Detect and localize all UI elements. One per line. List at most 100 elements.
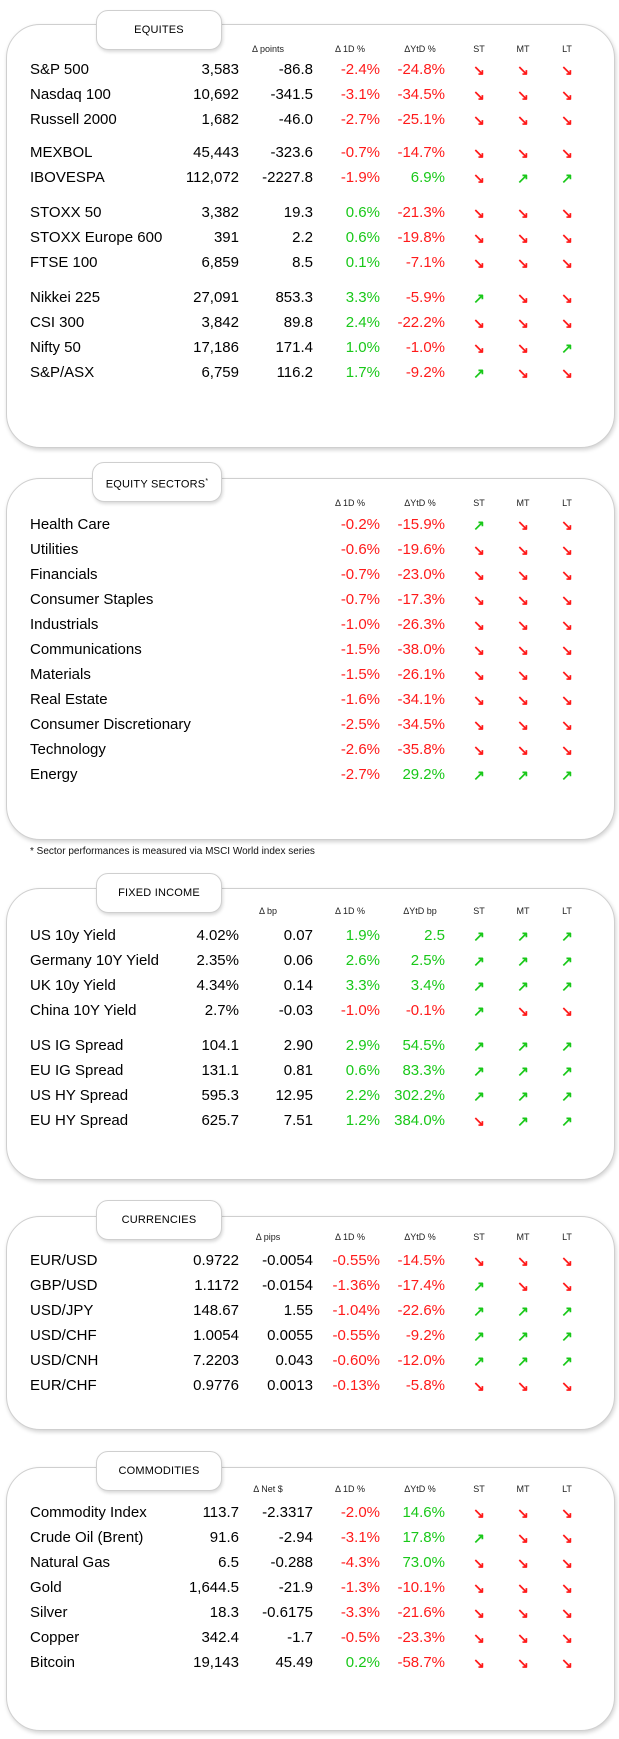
table-row: GBP/USD 1.1172 -0.0154 -1.36% -17.4% ↗ ↘ ↘ xyxy=(0,1272,619,1300)
row-chg: 89.8 xyxy=(283,314,313,331)
table-row: Copper 342.4 -1.7 -0.5% -23.3% ↘ ↘ ↘ xyxy=(0,1624,619,1652)
row-d1: 0.6% xyxy=(345,229,380,246)
row-value: 1.1172 xyxy=(194,1277,239,1294)
trend-down-icon: ↘ xyxy=(517,1505,529,1521)
trend-down-icon: ↘ xyxy=(473,112,485,128)
row-ytd: 2.5% xyxy=(410,952,445,969)
row-ytd: -24.8% xyxy=(397,61,445,78)
trend-down-icon: ↘ xyxy=(517,112,529,128)
trend-down-icon: ↘ xyxy=(517,255,529,271)
table-row: EU IG Spread 131.1 0.81 0.6% 83.3% ↗ ↗ ↗ xyxy=(0,1057,619,1085)
trend-up-icon: ↗ xyxy=(473,928,485,944)
table-row: Real Estate -1.6% -34.1% ↘ ↘ ↘ xyxy=(0,686,619,714)
row-d1: -1.04% xyxy=(332,1302,380,1319)
trend-down-icon: ↘ xyxy=(473,542,485,558)
trend-down-icon: ↘ xyxy=(561,112,573,128)
trend-down-icon: ↘ xyxy=(473,170,485,186)
row-name: S&P 500 xyxy=(30,61,89,78)
trend-down-icon: ↘ xyxy=(473,1605,485,1621)
row-name: STOXX 50 xyxy=(30,204,102,221)
trend-down-icon: ↘ xyxy=(561,717,573,733)
trend-up-icon: ↗ xyxy=(473,365,485,381)
trend-up-icon: ↗ xyxy=(517,928,529,944)
row-name: US HY Spread xyxy=(30,1087,129,1104)
trend-down-icon: ↘ xyxy=(517,1630,529,1646)
row-value: 45,443 xyxy=(193,144,239,161)
table-row: UK 10y Yield 4.34% 0.14 3.3% 3.4% ↗ ↗ ↗ xyxy=(0,972,619,1000)
trend-up-icon: ↗ xyxy=(561,1038,573,1054)
row-value: 17,186 xyxy=(193,339,239,356)
trend-down-icon: ↘ xyxy=(517,617,529,633)
row-value: 148.67 xyxy=(193,1302,239,1319)
trend-down-icon: ↘ xyxy=(561,567,573,583)
trend-down-icon: ↘ xyxy=(473,1630,485,1646)
row-value: 27,091 xyxy=(193,289,239,306)
trend-down-icon: ↘ xyxy=(517,62,529,78)
row-ytd: -10.1% xyxy=(397,1579,445,1596)
row-name: EU HY Spread xyxy=(30,1112,129,1129)
row-d1: -1.5% xyxy=(340,641,380,658)
row-d1: -0.55% xyxy=(332,1252,380,1269)
row-name: UK 10y Yield xyxy=(30,977,116,994)
row-ytd: 6.9% xyxy=(410,169,445,186)
trend-down-icon: ↘ xyxy=(517,1253,529,1269)
row-chg: -2.94 xyxy=(278,1529,313,1546)
trend-down-icon: ↘ xyxy=(473,717,485,733)
trend-up-icon: ↗ xyxy=(517,1303,529,1319)
row-ytd: -21.3% xyxy=(397,204,445,221)
trend-up-icon: ↗ xyxy=(473,1328,485,1344)
trend-down-icon: ↘ xyxy=(473,315,485,331)
trend-down-icon: ↘ xyxy=(561,87,573,103)
row-ytd: 3.4% xyxy=(410,977,445,994)
trend-down-icon: ↘ xyxy=(561,365,573,381)
sectors-title-text: EQUITY SECTORS xyxy=(105,478,206,491)
trend-up-icon: ↗ xyxy=(473,1530,485,1546)
table-row: USD/CHF 1.0054 0.0055 -0.55% -9.2% ↗ ↗ ↗ xyxy=(0,1322,619,1350)
row-value: 112,072 xyxy=(185,169,239,186)
row-name: Russell 2000 xyxy=(30,111,117,128)
row-value: 113.7 xyxy=(202,1504,239,1521)
trend-up-icon: ↗ xyxy=(561,978,573,994)
row-name: Nasdaq 100 xyxy=(30,86,111,103)
row-value: 3,382 xyxy=(201,204,239,221)
trend-down-icon: ↘ xyxy=(561,642,573,658)
row-value: 0.9722 xyxy=(193,1252,239,1269)
row-name: USD/CNH xyxy=(30,1352,99,1369)
trend-down-icon: ↘ xyxy=(561,692,573,708)
trend-down-icon: ↘ xyxy=(473,667,485,683)
commodities-panel xyxy=(6,1467,615,1731)
trend-down-icon: ↘ xyxy=(561,742,573,758)
sectors-header-mt: MT xyxy=(516,498,530,508)
trend-down-icon: ↘ xyxy=(561,315,573,331)
row-name: Energy xyxy=(30,766,78,783)
trend-down-icon: ↘ xyxy=(561,255,573,271)
row-name: China 10Y Yield xyxy=(30,1002,137,1019)
row-chg: 853.3 xyxy=(275,289,313,306)
trend-up-icon: ↗ xyxy=(561,1328,573,1344)
row-d1: -3.1% xyxy=(340,1529,380,1546)
equities-header-lt: LT xyxy=(562,44,572,54)
row-d1: -2.4% xyxy=(340,61,380,78)
trend-down-icon: ↘ xyxy=(561,1580,573,1596)
fixed-income-header-mt: MT xyxy=(516,906,530,916)
row-value: 625.7 xyxy=(201,1112,239,1129)
row-ytd: -34.5% xyxy=(397,86,445,103)
trend-down-icon: ↘ xyxy=(561,1253,573,1269)
trend-down-icon: ↘ xyxy=(473,62,485,78)
row-ytd: 302.2% xyxy=(394,1087,445,1104)
currencies-header-lt: LT xyxy=(562,1232,572,1242)
row-ytd: -23.3% xyxy=(397,1629,445,1646)
trend-down-icon: ↘ xyxy=(517,205,529,221)
row-ytd: 29.2% xyxy=(402,766,445,783)
table-row: US IG Spread 104.1 2.90 2.9% 54.5% ↗ ↗ ↗ xyxy=(0,1032,619,1060)
table-row: US 10y Yield 4.02% 0.07 1.9% 2.5 ↗ ↗ ↗ xyxy=(0,922,619,950)
row-name: Utilities xyxy=(30,541,79,558)
row-ytd: -12.0% xyxy=(397,1352,445,1369)
table-row: Communications -1.5% -38.0% ↘ ↘ ↘ xyxy=(0,636,619,664)
trend-down-icon: ↘ xyxy=(473,692,485,708)
row-ytd: -5.9% xyxy=(405,289,445,306)
currencies-header-st: ST xyxy=(473,1232,485,1242)
row-d1: 0.6% xyxy=(345,204,380,221)
commodities-header-st: ST xyxy=(473,1484,485,1494)
row-ytd: -35.8% xyxy=(397,741,445,758)
